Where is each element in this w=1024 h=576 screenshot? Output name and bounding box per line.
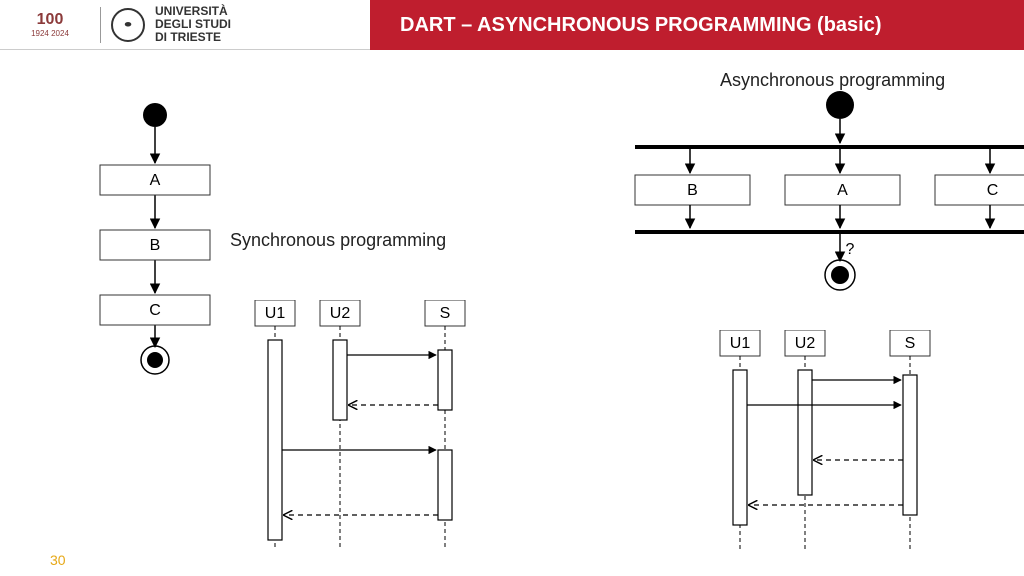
- sequence-diagram-async: U1 U2 S: [700, 330, 960, 570]
- logo-separator: [100, 7, 101, 43]
- logo-area: 100 1924 2024 ⬬ UNIVERSITÀ DEGLI STUDI D…: [0, 0, 370, 50]
- slide-header: 100 1924 2024 ⬬ UNIVERSITÀ DEGLI STUDI D…: [0, 0, 1024, 50]
- svg-text:U1: U1: [730, 335, 751, 352]
- svg-text:A: A: [150, 172, 161, 189]
- svg-text:U2: U2: [795, 335, 816, 352]
- logo-years: 1924 2024: [31, 29, 69, 38]
- activity-diagram-async: B A C?: [615, 85, 1024, 295]
- sequence-diagram-sync: U1 U2 S: [235, 300, 495, 575]
- svg-text:A: A: [837, 182, 848, 199]
- centennial-logo: 100 1924 2024: [10, 5, 90, 45]
- svg-text:C: C: [987, 182, 999, 199]
- svg-text:U1: U1: [265, 305, 286, 322]
- university-seal-icon: ⬬: [111, 8, 145, 42]
- svg-text:U2: U2: [330, 305, 351, 322]
- svg-text:?: ?: [846, 241, 855, 258]
- university-name: UNIVERSITÀ DEGLI STUDI DI TRIESTE: [155, 5, 231, 45]
- slide-title: DART – ASYNCHRONOUS PROGRAMMING (basic): [370, 0, 1024, 50]
- svg-text:B: B: [150, 237, 161, 254]
- logo-100: 100: [37, 11, 64, 29]
- svg-text:B: B: [687, 182, 698, 199]
- svg-text:C: C: [149, 302, 161, 319]
- svg-text:S: S: [905, 335, 916, 352]
- svg-text:S: S: [440, 305, 451, 322]
- page-number: 30: [50, 552, 66, 568]
